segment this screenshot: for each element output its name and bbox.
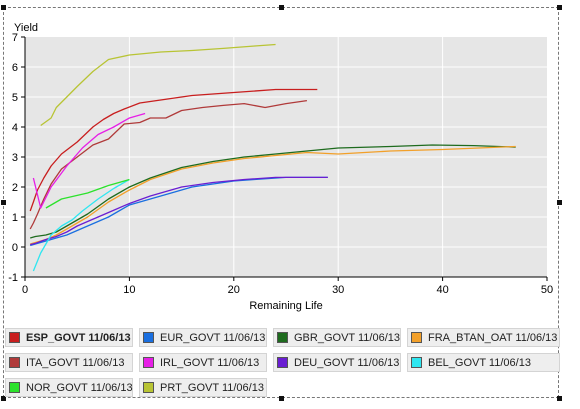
legend-swatch [143, 382, 154, 393]
legend-label: PRT_GOVT 11/06/13 [160, 381, 264, 394]
x-tick-label: 30 [332, 284, 344, 296]
series-line-irl-govt[interactable] [32, 112, 146, 209]
axes: 0 10 20 30 40 50 -1 0 1 2 3 4 5 6 7 [8, 32, 553, 296]
y-tick-label: 3 [12, 152, 18, 164]
series-line-nor-govt[interactable] [45, 178, 130, 209]
x-tick-label: 50 [541, 284, 553, 296]
x-tick-label: 10 [123, 284, 135, 296]
legend-swatch [277, 357, 288, 368]
resize-handle-bottom-middle[interactable] [279, 396, 284, 401]
legend-label: EUR_GOVT 11/06/13 [160, 331, 266, 344]
legend-swatch [9, 357, 20, 368]
x-axis-title: Remaining Life [249, 300, 322, 312]
series-line-fra-btan-oat[interactable] [30, 145, 516, 245]
legend-label: NOR_GOVT 11/06/13 [26, 381, 133, 394]
series-line-deu-govt[interactable] [30, 176, 328, 246]
x-tick-label: 40 [436, 284, 448, 296]
legend-swatch [411, 332, 422, 343]
legend-item-prt-govt[interactable]: PRT_GOVT 11/06/13 [139, 378, 267, 397]
legend-swatch [143, 357, 154, 368]
y-tick-label: -1 [8, 272, 18, 284]
y-tick-label: 5 [12, 92, 18, 104]
legend-item-eur-govt[interactable]: EUR_GOVT 11/06/13 [139, 328, 267, 347]
y-tick-label: 2 [12, 182, 18, 194]
resize-handle-middle-left[interactable] [1, 200, 6, 205]
series-line-eur-govt[interactable] [30, 176, 328, 247]
legend-swatch [9, 382, 20, 393]
x-tick-label: 0 [22, 284, 28, 296]
legend-swatch [277, 332, 288, 343]
series-line-ita-govt[interactable] [29, 99, 307, 230]
resize-handle-bottom-right[interactable] [557, 396, 562, 401]
legend-item-fra-btan-oat[interactable]: FRA_BTAN_OAT 11/06/13 [407, 328, 560, 347]
legend-item-esp-govt[interactable]: ESP_GOVT 11/06/13 [5, 328, 133, 347]
y-tick-label: 4 [12, 122, 18, 134]
series-line-gbr-govt[interactable] [30, 144, 516, 239]
legend-swatch [143, 332, 154, 343]
grid-lines [25, 37, 547, 277]
resize-handle-top-right[interactable] [557, 5, 562, 10]
legend-label: DEU_GOVT 11/06/13 [294, 356, 400, 369]
legend-swatch [411, 357, 422, 368]
y-tick-label: 0 [12, 242, 18, 254]
legend-item-ita-govt[interactable]: ITA_GOVT 11/06/13 [5, 353, 133, 372]
resize-handle-top-left[interactable] [1, 5, 6, 10]
y-tick-label: 7 [12, 32, 18, 44]
legend-label: ITA_GOVT 11/06/13 [26, 356, 125, 369]
series-lines [29, 43, 516, 272]
series-line-esp-govt[interactable] [29, 88, 318, 212]
legend-item-irl-govt[interactable]: IRL_GOVT 11/06/13 [139, 353, 267, 372]
legend-label: FRA_BTAN_OAT 11/06/13 [428, 331, 558, 344]
x-tick-label: 20 [228, 284, 240, 296]
legend-label: GBR_GOVT 11/06/13 [294, 331, 400, 344]
y-tick-label: 1 [12, 212, 18, 224]
legend-label: BEL_GOVT 11/06/13 [428, 356, 531, 369]
series-line-prt-govt[interactable] [40, 43, 276, 127]
y-axis-title: Yield [14, 22, 38, 34]
legend-swatch [9, 332, 20, 343]
legend-item-gbr-govt[interactable]: GBR_GOVT 11/06/13 [273, 328, 401, 347]
series-line-bel-govt[interactable] [32, 178, 130, 272]
legend-label: ESP_GOVT 11/06/13 [26, 331, 131, 344]
legend-label: IRL_GOVT 11/06/13 [160, 356, 260, 369]
y-tick-label: 6 [12, 62, 18, 74]
legend-item-deu-govt[interactable]: DEU_GOVT 11/06/13 [273, 353, 401, 372]
resize-handle-top-middle[interactable] [279, 5, 284, 10]
legend-item-nor-govt[interactable]: NOR_GOVT 11/06/13 [5, 378, 133, 397]
resize-handle-middle-right[interactable] [557, 200, 562, 205]
resize-handle-bottom-left[interactable] [1, 396, 6, 401]
legend-item-bel-govt[interactable]: BEL_GOVT 11/06/13 [407, 353, 560, 372]
legend: ESP_GOVT 11/06/13 EUR_GOVT 11/06/13 GBR_GO… [0, 323, 580, 403]
yield-curve-chart: 0 10 20 30 40 50 -1 0 1 2 3 4 5 6 7 Yield Remaining Li… [8, 22, 553, 312]
